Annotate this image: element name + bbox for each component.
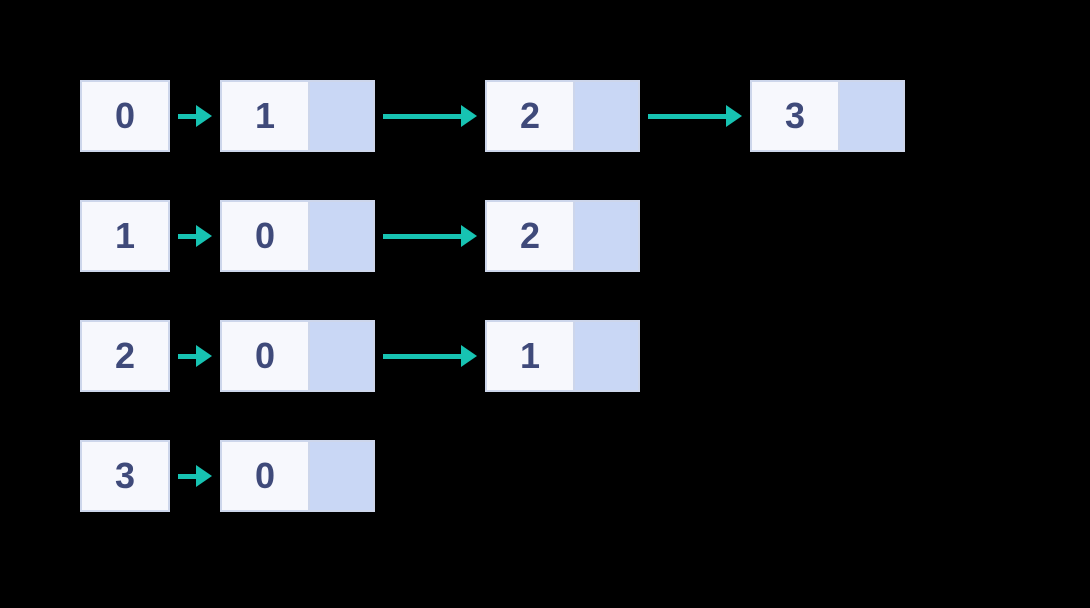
list-node: 0 bbox=[220, 200, 375, 272]
node-value: 0 bbox=[220, 320, 310, 392]
node-pointer bbox=[310, 200, 375, 272]
arrow-icon bbox=[170, 225, 220, 247]
arrow-icon bbox=[375, 225, 485, 247]
node-pointer bbox=[575, 320, 640, 392]
node-pointer bbox=[310, 80, 375, 152]
node-value: 1 bbox=[220, 80, 310, 152]
node-value: 2 bbox=[485, 200, 575, 272]
node-pointer bbox=[840, 80, 905, 152]
node-pointer bbox=[310, 440, 375, 512]
arrow-icon bbox=[375, 345, 485, 367]
node-value: 1 bbox=[485, 320, 575, 392]
head-box: 3 bbox=[80, 440, 170, 512]
list-row: 20 1 bbox=[80, 320, 1090, 392]
node-value: 3 bbox=[750, 80, 840, 152]
head-box: 2 bbox=[80, 320, 170, 392]
head-box: 1 bbox=[80, 200, 170, 272]
list-node: 3 bbox=[750, 80, 905, 152]
arrow-icon bbox=[640, 105, 750, 127]
node-value: 2 bbox=[485, 80, 575, 152]
node-value: 0 bbox=[220, 200, 310, 272]
arrow-icon bbox=[170, 465, 220, 487]
adjacency-list-diagram: 012310220130 bbox=[80, 80, 1090, 512]
node-pointer bbox=[575, 200, 640, 272]
list-node: 2 bbox=[485, 80, 640, 152]
head-box: 0 bbox=[80, 80, 170, 152]
list-node: 0 bbox=[220, 440, 375, 512]
arrow-icon bbox=[375, 105, 485, 127]
list-node: 1 bbox=[220, 80, 375, 152]
node-pointer bbox=[310, 320, 375, 392]
arrow-icon bbox=[170, 345, 220, 367]
node-pointer bbox=[575, 80, 640, 152]
list-node: 0 bbox=[220, 320, 375, 392]
list-row: 30 bbox=[80, 440, 1090, 512]
arrow-icon bbox=[170, 105, 220, 127]
list-node: 1 bbox=[485, 320, 640, 392]
list-row: 01 2 3 bbox=[80, 80, 1090, 152]
node-value: 0 bbox=[220, 440, 310, 512]
list-row: 10 2 bbox=[80, 200, 1090, 272]
list-node: 2 bbox=[485, 200, 640, 272]
